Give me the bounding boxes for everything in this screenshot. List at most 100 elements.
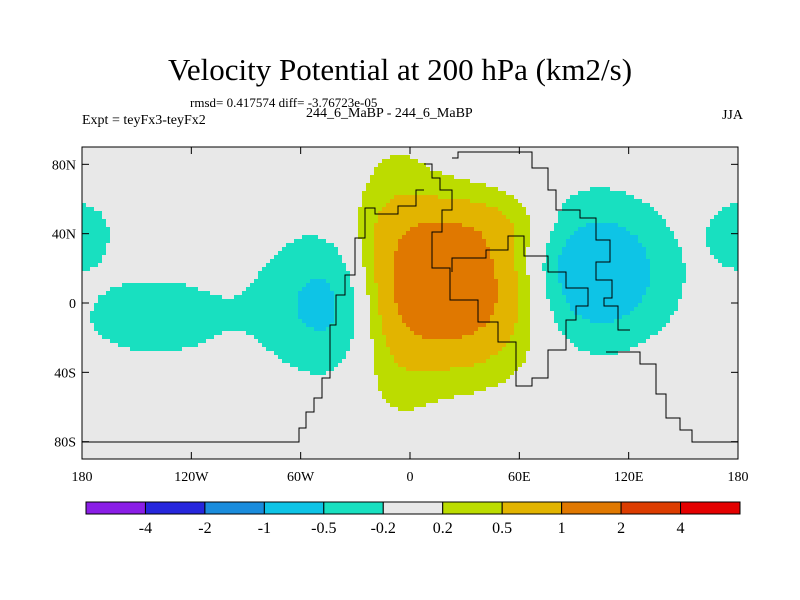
- field-cell: [458, 147, 463, 152]
- field-cell: [102, 191, 107, 196]
- field-cell: [218, 171, 223, 176]
- field-cell: [106, 259, 111, 264]
- field-cell: [478, 195, 483, 200]
- field-cell: [618, 199, 623, 204]
- field-cell: [234, 195, 239, 200]
- field-cell: [730, 235, 735, 240]
- field-cell: [678, 151, 683, 156]
- field-cell: [162, 167, 167, 172]
- field-cell: [498, 187, 503, 192]
- field-cell: [702, 167, 707, 172]
- field-cell: [466, 259, 471, 264]
- field-cell: [378, 171, 383, 176]
- field-cell: [90, 171, 95, 176]
- field-cell: [710, 187, 715, 192]
- field-cell: [486, 191, 491, 196]
- field-cell: [274, 151, 279, 156]
- field-cell: [422, 183, 427, 188]
- field-cell: [726, 195, 731, 200]
- field-cell: [706, 195, 711, 200]
- field-cell: [110, 251, 115, 256]
- field-cell: [238, 231, 243, 236]
- field-cell: [98, 163, 103, 168]
- field-cell: [614, 207, 619, 212]
- field-cell: [170, 231, 175, 236]
- field-cell: [518, 211, 523, 216]
- field-cell: [250, 235, 255, 240]
- field-cell: [582, 251, 587, 256]
- field-cell: [526, 183, 531, 188]
- field-cell: [530, 167, 535, 172]
- field-cell: [390, 171, 395, 176]
- field-cell: [214, 247, 219, 252]
- field-cell: [150, 183, 155, 188]
- field-cell: [730, 219, 735, 224]
- field-cell: [178, 251, 183, 256]
- field-cell: [246, 171, 251, 176]
- field-cell: [218, 223, 223, 228]
- field-cell: [106, 231, 111, 236]
- field-cell: [494, 223, 499, 228]
- field-cell: [254, 191, 259, 196]
- field-cell: [430, 211, 435, 216]
- field-cell: [306, 223, 311, 228]
- field-cell: [698, 179, 703, 184]
- field-cell: [602, 191, 607, 196]
- field-cell: [278, 179, 283, 184]
- field-cell: [246, 187, 251, 192]
- field-cell: [142, 151, 147, 156]
- field-cell: [630, 247, 635, 252]
- field-cell: [650, 147, 655, 152]
- field-cell: [390, 179, 395, 184]
- field-cell: [126, 167, 131, 172]
- field-cell: [182, 235, 187, 240]
- field-cell: [462, 227, 467, 232]
- field-cell: [286, 175, 291, 180]
- field-cell: [170, 227, 175, 232]
- field-cell: [714, 235, 719, 240]
- field-cell: [454, 187, 459, 192]
- field-cell: [518, 179, 523, 184]
- field-cell: [262, 179, 267, 184]
- field-cell: [254, 175, 259, 180]
- field-cell: [378, 199, 383, 204]
- field-cell: [402, 219, 407, 224]
- field-cell: [702, 231, 707, 236]
- field-cell: [86, 243, 91, 248]
- field-cell: [458, 263, 463, 268]
- field-cell: [242, 255, 247, 260]
- field-cell: [730, 263, 735, 268]
- field-cell: [186, 251, 191, 256]
- field-cell: [158, 195, 163, 200]
- field-cell: [394, 259, 399, 264]
- field-cell: [390, 155, 395, 160]
- field-cell: [486, 239, 491, 244]
- field-cell: [330, 251, 335, 256]
- field-cell: [94, 223, 99, 228]
- field-cell: [382, 231, 387, 236]
- field-cell: [654, 207, 659, 212]
- field-cell: [710, 219, 715, 224]
- field-cell: [166, 159, 171, 164]
- field-cell: [646, 263, 651, 268]
- field-cell: [534, 251, 539, 256]
- field-cell: [678, 147, 683, 152]
- field-cell: [358, 207, 363, 212]
- field-cell: [290, 223, 295, 228]
- field-cell: [458, 163, 463, 168]
- field-cell: [426, 259, 431, 264]
- field-cell: [686, 167, 691, 172]
- field-cell: [338, 199, 343, 204]
- field-cell: [134, 183, 139, 188]
- field-cell: [334, 219, 339, 224]
- field-cell: [330, 207, 335, 212]
- field-cell: [566, 163, 571, 168]
- field-cell: [282, 191, 287, 196]
- field-cell: [106, 191, 111, 196]
- field-cell: [618, 147, 623, 152]
- field-cell: [530, 227, 535, 232]
- field-cell: [542, 263, 547, 268]
- field-cell: [146, 147, 151, 152]
- field-cell: [94, 247, 99, 252]
- field-cell: [714, 219, 719, 224]
